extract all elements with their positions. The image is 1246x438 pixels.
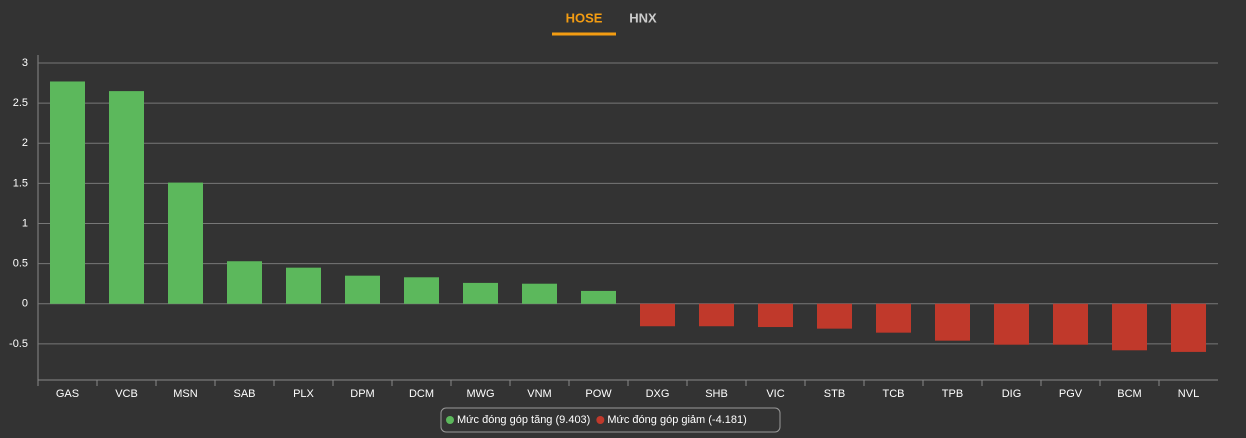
x-tick-label: MSN xyxy=(173,388,198,400)
x-tick-label: DCM xyxy=(409,388,434,400)
x-tick-label: VCB xyxy=(115,388,138,400)
bar xyxy=(1053,303,1088,345)
bar xyxy=(109,91,144,304)
bar xyxy=(758,303,793,328)
bar xyxy=(817,303,852,329)
x-tick-label: DIG xyxy=(1002,388,1022,400)
legend-marker xyxy=(446,416,454,424)
x-tick-label: STB xyxy=(824,388,845,400)
bar xyxy=(463,282,498,304)
bar xyxy=(286,267,321,304)
legend-box xyxy=(440,407,781,433)
x-tick-label: BCM xyxy=(1117,388,1141,400)
y-tick-label: 2 xyxy=(22,137,28,149)
x-tick-label: GAS xyxy=(56,388,79,400)
bar xyxy=(1112,303,1147,351)
bar xyxy=(935,303,970,341)
bar xyxy=(168,182,203,304)
y-tick-label: 0.5 xyxy=(13,258,28,270)
legend-label[interactable]: Mức đóng góp tăng (9.403) xyxy=(457,414,590,426)
x-tick-label: NVL xyxy=(1178,388,1199,400)
x-tick-label: DXG xyxy=(646,388,670,400)
y-tick-label: 1 xyxy=(22,217,28,229)
bar xyxy=(994,303,1029,345)
tab-hnx[interactable]: HNX xyxy=(629,10,657,25)
tab-hose[interactable]: HOSE xyxy=(566,10,603,25)
x-tick-label: MWG xyxy=(466,388,494,400)
x-tick-label: VIC xyxy=(766,388,784,400)
bar xyxy=(50,81,85,304)
x-tick-label: TCB xyxy=(883,388,905,400)
x-tick-label: PLX xyxy=(293,388,314,400)
y-tick-label: -0.5 xyxy=(9,338,28,350)
x-tick-label: DPM xyxy=(350,388,374,400)
legend-label[interactable]: Mức đóng góp giảm (-4.181) xyxy=(607,414,746,426)
x-tick-label: VNM xyxy=(527,388,551,400)
x-tick-label: POW xyxy=(585,388,612,400)
y-tick-label: 0 xyxy=(22,298,28,310)
bar xyxy=(699,303,734,327)
bar xyxy=(345,275,380,304)
bar xyxy=(404,277,439,304)
y-tick-label: 3 xyxy=(22,57,28,69)
bar xyxy=(522,283,557,304)
legend-marker xyxy=(596,416,605,424)
x-tick-label: TPB xyxy=(942,388,963,400)
bar xyxy=(876,303,911,333)
bar xyxy=(1171,303,1206,352)
x-tick-label: SHB xyxy=(705,388,728,400)
x-tick-label: PGV xyxy=(1059,388,1083,400)
y-tick-label: 1.5 xyxy=(13,177,28,189)
bar xyxy=(640,303,675,327)
y-tick-label: 2.5 xyxy=(13,97,28,109)
x-tick-label: SAB xyxy=(233,388,255,400)
bar xyxy=(581,290,616,304)
bar xyxy=(227,261,262,304)
